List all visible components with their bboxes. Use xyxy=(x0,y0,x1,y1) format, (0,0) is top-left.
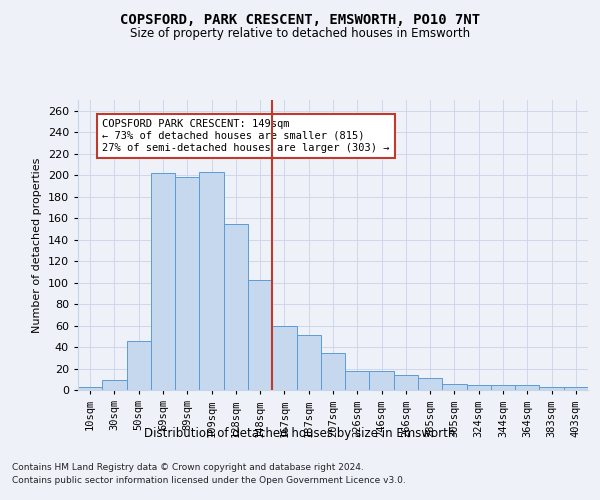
Text: COPSFORD, PARK CRESCENT, EMSWORTH, PO10 7NT: COPSFORD, PARK CRESCENT, EMSWORTH, PO10 … xyxy=(120,12,480,26)
Bar xyxy=(345,370,370,390)
Bar xyxy=(467,384,491,390)
Bar xyxy=(102,380,127,390)
Bar xyxy=(248,280,272,390)
Text: Contains HM Land Registry data © Crown copyright and database right 2024.: Contains HM Land Registry data © Crown c… xyxy=(12,464,364,472)
Text: Size of property relative to detached houses in Emsworth: Size of property relative to detached ho… xyxy=(130,28,470,40)
Text: COPSFORD PARK CRESCENT: 149sqm
← 73% of detached houses are smaller (815)
27% of: COPSFORD PARK CRESCENT: 149sqm ← 73% of … xyxy=(102,120,390,152)
Bar xyxy=(78,387,102,390)
Text: Distribution of detached houses by size in Emsworth: Distribution of detached houses by size … xyxy=(145,428,455,440)
Bar xyxy=(175,178,199,390)
Bar xyxy=(199,172,224,390)
Bar xyxy=(224,224,248,390)
Bar xyxy=(515,384,539,390)
Bar xyxy=(491,384,515,390)
Bar xyxy=(442,384,467,390)
Bar xyxy=(564,387,588,390)
Bar xyxy=(370,370,394,390)
Bar xyxy=(151,173,175,390)
Bar xyxy=(418,378,442,390)
Bar xyxy=(321,354,345,390)
Bar xyxy=(394,375,418,390)
Y-axis label: Number of detached properties: Number of detached properties xyxy=(32,158,42,332)
Text: Contains public sector information licensed under the Open Government Licence v3: Contains public sector information licen… xyxy=(12,476,406,485)
Bar xyxy=(272,326,296,390)
Bar xyxy=(539,387,564,390)
Bar xyxy=(296,335,321,390)
Bar xyxy=(127,340,151,390)
